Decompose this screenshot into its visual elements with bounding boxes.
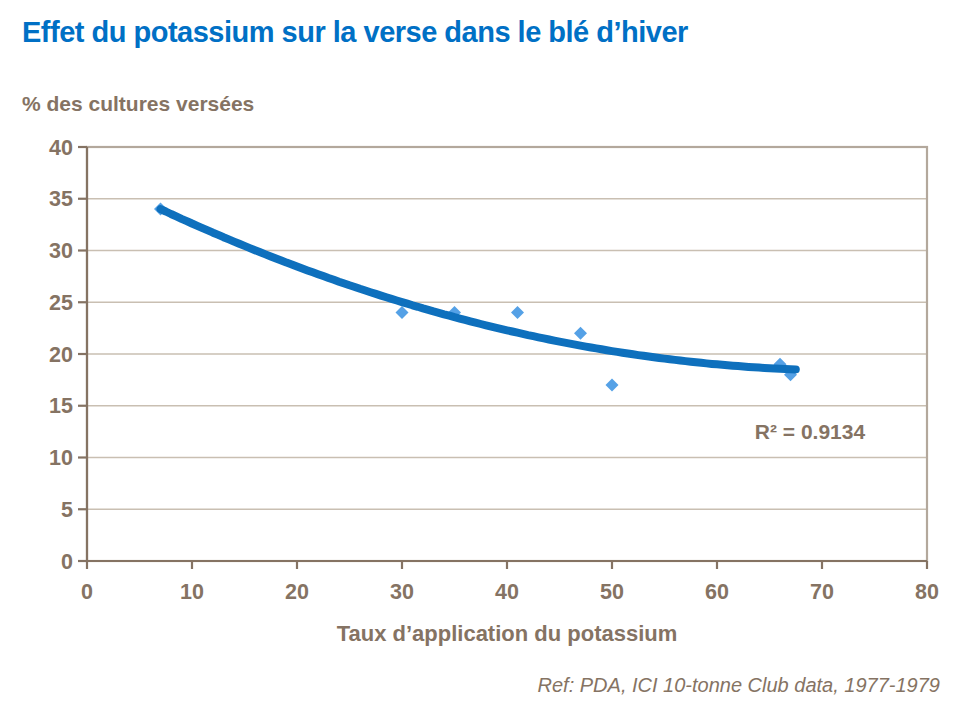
x-tick-label: 0 (81, 580, 93, 604)
x-tick-label: 70 (810, 580, 834, 604)
x-tick-label: 30 (390, 580, 414, 604)
y-tick-label: 30 (49, 239, 73, 263)
data-point-marker (606, 379, 619, 392)
data-point-marker (396, 306, 409, 319)
y-tick-label: 20 (49, 343, 73, 367)
x-axis-label: Taux d’application du potassium (87, 621, 927, 647)
x-tick-label: 60 (705, 580, 729, 604)
y-tick-label: 5 (61, 498, 73, 522)
y-tick-label: 40 (49, 136, 73, 160)
gridlines (87, 199, 927, 510)
reference-note: Ref: PDA, ICI 10-tonne Club data, 1977-1… (538, 674, 940, 697)
x-tick-label: 10 (180, 580, 204, 604)
y-axis-label: % des cultures versées (22, 92, 254, 116)
x-tick-label: 40 (495, 580, 519, 604)
page-title: Effet du potassium sur la verse dans le … (22, 16, 688, 49)
r-squared-annotation: R² = 0.9134 (700, 420, 920, 444)
x-tick-label: 80 (915, 580, 939, 604)
y-tick-label: 0 (61, 550, 73, 574)
axes (78, 147, 927, 569)
trendline-curve (161, 209, 796, 369)
x-tick-labels: 0 10 20 30 40 50 60 70 80 (81, 580, 939, 604)
y-tick-label: 35 (49, 187, 73, 211)
y-tick-labels: 0 5 10 15 20 25 30 35 40 (49, 136, 73, 574)
y-tick-label: 25 (49, 291, 73, 315)
y-tick-label: 15 (49, 394, 73, 418)
y-tick-label: 10 (49, 446, 73, 470)
data-point-marker (511, 306, 524, 319)
slide: { "page": { "title": "Effet du potassium… (0, 0, 960, 720)
x-tick-label: 50 (600, 580, 624, 604)
data-point-marker (574, 327, 587, 340)
x-tick-label: 20 (285, 580, 309, 604)
